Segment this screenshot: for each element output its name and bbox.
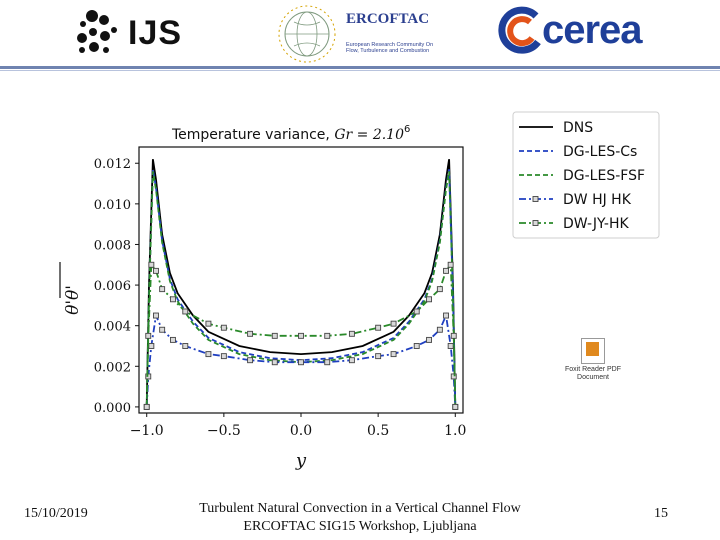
- data-point: [182, 308, 189, 315]
- data-point: [159, 286, 166, 293]
- footer-page-number: 15: [654, 506, 668, 521]
- data-point: [443, 312, 449, 319]
- data-point: [436, 326, 443, 333]
- data-point: [426, 336, 433, 343]
- data-point: [436, 286, 443, 293]
- data-point: [443, 267, 449, 274]
- data-point: [153, 312, 159, 319]
- ercoftac-title: ERCOFTAC: [346, 11, 430, 27]
- data-point: [375, 353, 382, 360]
- data-point: [182, 343, 189, 349]
- slide-header: IJS ERCOFTAC European Research Community…: [0, 0, 720, 64]
- y-axis-label: θ'θ': [63, 285, 83, 315]
- data-point: [324, 332, 331, 339]
- data-point: [375, 324, 382, 331]
- cerea-logo: cerea: [498, 4, 688, 60]
- y-tick-label: 0.010: [94, 198, 131, 213]
- pdf-document-icon[interactable]: [581, 338, 605, 364]
- data-point: [159, 326, 166, 333]
- series-line-dw-hj-hk: [145, 312, 457, 407]
- data-point: [143, 403, 150, 410]
- y-tick-label: 0.000: [94, 401, 131, 416]
- header-divider: [0, 66, 720, 69]
- legend-label: DW HJ HK: [563, 192, 632, 208]
- data-point: [348, 330, 355, 337]
- x-tick-label: 0.5: [367, 423, 389, 439]
- data-point: [413, 308, 420, 315]
- data-point: [447, 343, 454, 349]
- y-tick-label: 0.012: [94, 157, 131, 172]
- cerea-swirl-icon: [498, 6, 541, 54]
- data-point: [220, 324, 227, 331]
- legend-label: DG-LES-FSF: [563, 168, 645, 184]
- data-point: [413, 343, 420, 349]
- data-point: [450, 332, 457, 339]
- foxit-pdf-object[interactable]: Foxit Reader PDF Document: [553, 338, 633, 390]
- y-tick-label: 0.008: [94, 238, 131, 253]
- series-line-dg-les-cs: [145, 169, 457, 407]
- data-point: [169, 296, 176, 303]
- ijs-dots-icon: [77, 10, 117, 53]
- data-point: [148, 261, 155, 268]
- legend-marker: [532, 220, 539, 226]
- data-point: [271, 332, 278, 339]
- data-point: [324, 359, 331, 366]
- data-point: [148, 343, 155, 349]
- plot-frame: [138, 146, 464, 414]
- data-point: [298, 332, 304, 339]
- ercoftac-subtitle: European Research Community On Flow, Tur…: [346, 42, 434, 54]
- foxit-label-line1: Foxit Reader PDF: [564, 366, 622, 373]
- footer-title-line2: ERCOFTAC SIG15 Workshop, Ljubljana: [243, 519, 477, 534]
- foxit-label-line2: Document: [577, 374, 609, 381]
- footer-date: 15/10/2019: [24, 506, 88, 521]
- chart-legend: DNS DG-LES-Cs DG-LES-FSF DW HJ HK DW-JY-HK: [512, 111, 660, 239]
- legend-label: DNS: [563, 120, 593, 136]
- data-point: [450, 373, 457, 380]
- chart-title: Temperature variance, Gr = 2.106: [171, 124, 410, 143]
- data-point: [247, 330, 254, 337]
- data-point: [452, 403, 459, 410]
- data-point: [145, 332, 152, 339]
- legend-label: DG-LES-Cs: [563, 144, 637, 160]
- x-tick-label: 0.0: [290, 423, 312, 439]
- ercoftac-globe-icon: [278, 5, 336, 63]
- y-tick-label: 0.004: [94, 320, 131, 335]
- data-point: [271, 359, 278, 366]
- header-divider-thin: [0, 70, 720, 71]
- legend-label: DW-JY-HK: [563, 216, 629, 232]
- data-point: [169, 336, 176, 343]
- data-point: [153, 267, 159, 274]
- ijs-logo: IJS: [74, 6, 204, 58]
- ercoftac-logo: ERCOFTAC European Research Community On …: [270, 2, 450, 64]
- x-tick-label: 1.0: [444, 423, 466, 439]
- legend-box: [512, 111, 660, 239]
- data-point: [390, 320, 397, 327]
- series-line-dns: [145, 159, 457, 407]
- data-point: [205, 320, 212, 327]
- data-point: [220, 353, 227, 360]
- x-tick-label: −0.5: [207, 423, 241, 439]
- ijs-logo-text: IJS: [128, 14, 183, 52]
- data-point: [205, 351, 212, 358]
- data-point: [298, 359, 304, 366]
- series-line-dg-les-fsf: [145, 171, 457, 407]
- data-point: [247, 357, 254, 364]
- y-tick-label: 0.002: [94, 360, 131, 375]
- cerea-logo-text: cerea: [542, 8, 643, 52]
- data-point: [348, 357, 355, 364]
- x-tick-label: −1.0: [130, 423, 164, 439]
- footer-title-line1: Turbulent Natural Convection in a Vertic…: [199, 501, 521, 516]
- x-axis-label: y: [295, 450, 307, 471]
- data-point: [426, 296, 433, 303]
- data-point: [447, 261, 454, 268]
- y-tick-label: 0.006: [94, 279, 131, 294]
- footer-title: Turbulent Natural Convection in a Vertic…: [150, 500, 570, 536]
- legend-marker: [532, 196, 539, 202]
- data-point: [390, 351, 397, 358]
